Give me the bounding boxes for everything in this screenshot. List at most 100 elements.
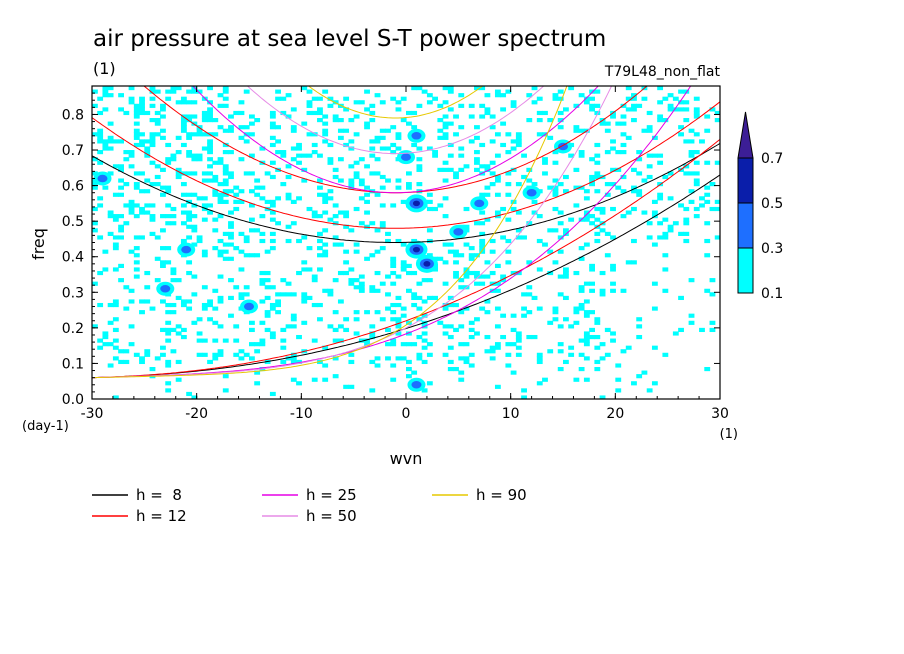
spectrum-cell (186, 118, 193, 123)
spectrum-cell (364, 310, 370, 315)
spectrum-cell (259, 342, 266, 347)
spectrum-cell (379, 281, 386, 286)
spectrum-cell (343, 210, 350, 215)
spectrum-cell (112, 192, 119, 197)
spectrum-cell (118, 263, 124, 268)
spectrum-cell (505, 132, 512, 137)
spectrum-cell (447, 89, 454, 94)
spectrum-cell (500, 142, 507, 148)
spectrum-cell (421, 278, 428, 283)
spectrum-cell (479, 164, 486, 169)
spectrum-cell (228, 224, 234, 229)
spectrum-cell (160, 103, 166, 108)
spectrum-cell (631, 189, 637, 194)
spectrum-cell (317, 238, 323, 244)
spectrum-cell (374, 310, 381, 315)
spectrum-cell (133, 132, 140, 137)
spectrum-cell (275, 125, 281, 130)
spectrum-cell (552, 178, 559, 183)
spectrum-cell (102, 334, 109, 340)
spectrum-cell (217, 274, 224, 279)
spectrum-cell (353, 278, 360, 283)
spectrum-cell (385, 146, 391, 151)
spectrum-cell (536, 306, 543, 311)
spectrum-cell (589, 103, 595, 108)
spectrum-cell (290, 352, 297, 357)
spectrum-cell (269, 231, 276, 236)
spectrum-cell (500, 313, 507, 318)
spectrum-cell (212, 174, 219, 180)
spectrum-cell (228, 125, 234, 130)
spectrum-cell (458, 356, 465, 361)
spectrum-cell (348, 146, 355, 151)
spectrum-cell (494, 342, 501, 347)
spectrum-cell (233, 185, 240, 190)
spectrum-cell (243, 139, 250, 144)
spectrum-cell (238, 356, 245, 361)
spectrum-cell (149, 214, 156, 219)
spectrum-cell (353, 310, 360, 315)
spectrum-cell (92, 324, 98, 329)
spectrum-cell (306, 110, 313, 116)
spectrum-cell (264, 295, 271, 301)
spectrum-cell (207, 142, 213, 148)
spectrum-cell (149, 142, 156, 148)
spectrum-cell (217, 249, 224, 254)
spectrum-cell (515, 228, 522, 233)
spectrum-cell (484, 217, 491, 222)
spectrum-cell (505, 89, 512, 94)
spectrum-cell (494, 281, 501, 286)
spectrum-cell (620, 189, 627, 194)
spectrum-cell (264, 270, 271, 276)
legend-label: h = 25 (306, 486, 357, 504)
spectrum-cell (290, 146, 297, 151)
spectrum-cell (233, 324, 240, 329)
spectrum-cell (693, 182, 700, 187)
spectrum-cell (683, 231, 690, 236)
spectrum-cell (139, 142, 145, 148)
spectrum-cell (285, 238, 292, 244)
spectrum-cell (594, 206, 601, 212)
spectrum-cell (343, 142, 350, 148)
x-axis-unit: (1) (720, 427, 738, 442)
spectrum-cell (390, 270, 397, 276)
spectrum-cell (552, 96, 559, 101)
spectrum-cell (578, 153, 585, 158)
spectrum-cell (207, 139, 213, 144)
spectrum-cell (348, 278, 355, 283)
spectrum-cell (228, 128, 234, 133)
spectrum-cell (390, 310, 397, 315)
spectrum-cell (426, 381, 433, 386)
spectrum-cell (254, 185, 261, 190)
spectrum-cell (92, 103, 98, 108)
y-tick-label: 0.0 (62, 392, 84, 408)
spectrum-peak (411, 132, 422, 140)
spectrum-cell (207, 114, 213, 119)
spectrum-cell (264, 327, 271, 333)
spectrum-cell (678, 295, 684, 301)
spectrum-cell (102, 139, 109, 144)
spectrum-cell (547, 320, 554, 325)
spectrum-cell (149, 182, 156, 187)
spectrum-cell (186, 210, 193, 215)
spectrum-cell (400, 313, 407, 318)
spectrum-cell (374, 363, 381, 368)
spectrum-cell (337, 324, 344, 329)
spectrum-cell (468, 256, 475, 261)
legend-label: h = 50 (306, 507, 357, 525)
spectrum-cell (196, 132, 203, 137)
spectrum-cell (563, 295, 569, 301)
spectrum-cell (589, 288, 595, 293)
spectrum-cell (285, 174, 292, 180)
spectrum-cell (379, 246, 386, 251)
spectrum-cell (118, 93, 124, 98)
x-tick-label: -10 (290, 406, 313, 422)
spectrum-cell (474, 157, 480, 162)
spectrum-cell (557, 342, 564, 347)
spectrum-cell (133, 142, 140, 148)
spectrum-cell (243, 352, 250, 357)
spectrum-cell (421, 299, 428, 304)
spectrum-cell (222, 128, 229, 133)
spectrum-cell (662, 118, 669, 123)
spectrum-cell (358, 221, 365, 226)
